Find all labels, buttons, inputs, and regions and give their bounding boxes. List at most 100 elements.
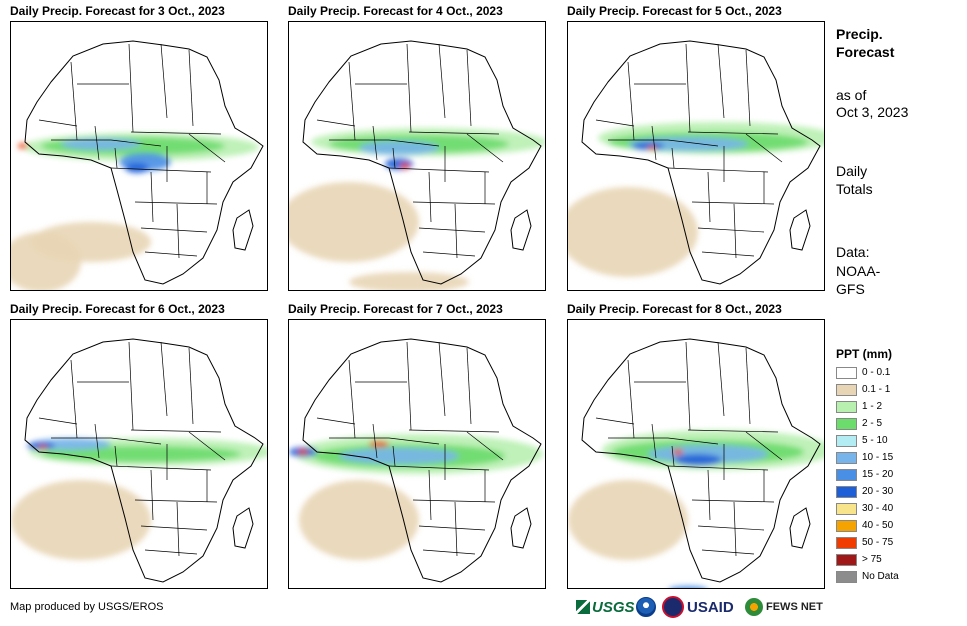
legend-swatch [836, 486, 857, 498]
map-credit: Map produced by USGS/EROS [10, 601, 164, 613]
country-border [140, 525, 208, 531]
country-border [697, 525, 765, 531]
legend-swatch [836, 435, 857, 447]
africa-map-graphic [289, 40, 545, 290]
country-border [418, 525, 486, 531]
precip-band [568, 480, 688, 560]
country-border [466, 133, 504, 163]
precip-band [349, 272, 469, 290]
madagascar-outline [232, 507, 254, 549]
precip-field [11, 133, 259, 290]
africa-map-graphic [568, 40, 824, 285]
country-border [408, 131, 500, 135]
panel-title: Daily Precip. Forecast for 5 Oct., 2023 [567, 4, 782, 18]
country-border [685, 43, 691, 133]
country-border [134, 499, 218, 503]
panel-title: Daily Precip. Forecast for 8 Oct., 2023 [567, 302, 782, 316]
precip-band [38, 445, 48, 449]
legend-swatch [836, 503, 857, 515]
country-border [701, 549, 755, 555]
country-border [176, 203, 180, 259]
usaid-text: USAID [687, 598, 734, 616]
precip-band [11, 232, 81, 290]
country-border [412, 499, 496, 503]
country-border [128, 341, 134, 431]
country-border [114, 445, 118, 467]
legend-label: 10 - 15 [862, 452, 894, 463]
country-border [408, 429, 500, 433]
precip-band [647, 146, 657, 150]
precip-field [11, 438, 267, 560]
country-border [144, 549, 198, 555]
data-line3: GFS [836, 281, 865, 297]
legend-label: 30 - 40 [862, 503, 894, 514]
legend-label: 1 - 2 [862, 401, 883, 412]
panel-title: Daily Precip. Forecast for 4 Oct., 2023 [288, 4, 503, 18]
legend-swatch [836, 418, 857, 430]
country-border [671, 147, 675, 169]
country-border [110, 437, 162, 445]
precip-band [673, 449, 683, 455]
legend-swatch [836, 367, 857, 379]
country-border [667, 167, 769, 173]
legend-swatch [836, 537, 857, 549]
country-border [687, 131, 779, 135]
precip-map [10, 319, 268, 589]
legend-swatch [836, 452, 857, 464]
fews-text: FEWS NET [766, 601, 823, 613]
madagascar-outline [510, 209, 532, 251]
precip-band [11, 480, 151, 560]
country-border [701, 251, 755, 257]
precip-band [369, 441, 389, 447]
africa-coastline [302, 338, 542, 583]
legend-label: 40 - 50 [862, 520, 894, 531]
noaa-icon [636, 597, 656, 617]
africa-map-graphic [11, 338, 267, 583]
country-border [428, 469, 432, 521]
precip-band [400, 163, 410, 169]
country-border [466, 49, 472, 127]
country-border [717, 43, 725, 119]
legend-label: No Data [862, 571, 899, 582]
country-border [70, 61, 78, 141]
country-border [691, 201, 775, 205]
noaa-logo [636, 596, 656, 618]
precip-band [670, 586, 706, 588]
usgs-logo: USGS [576, 596, 635, 618]
country-border [110, 465, 212, 471]
country-border [188, 347, 194, 425]
country-border [667, 465, 769, 471]
legend-swatch [836, 520, 857, 532]
legend-label: 2 - 5 [862, 418, 883, 429]
country-border [438, 341, 446, 417]
country-border [707, 171, 711, 223]
country-border [651, 125, 657, 161]
country-border [392, 147, 396, 169]
country-border [38, 119, 78, 127]
country-border [150, 171, 154, 223]
country-border [428, 171, 432, 223]
daily-line2: Totals [836, 181, 873, 197]
country-border [94, 423, 100, 459]
africa-coastline [581, 338, 821, 583]
africa-map-graphic [289, 338, 543, 583]
side-title-line2: Forecast [836, 44, 895, 60]
madagascar-outline [232, 209, 254, 251]
precip-map [288, 319, 546, 589]
country-border [627, 359, 635, 439]
madagascar-outline [789, 209, 811, 251]
country-border [697, 227, 765, 233]
legend-label: 15 - 20 [862, 469, 894, 480]
country-border [388, 465, 490, 471]
country-border [160, 43, 168, 119]
country-border [392, 445, 396, 467]
africa-map-graphic [568, 338, 824, 588]
legend-swatch [836, 571, 857, 583]
country-border [130, 429, 222, 433]
country-border [745, 347, 751, 425]
country-border [188, 431, 226, 461]
country-border [667, 139, 719, 147]
precip-band [339, 448, 459, 464]
country-border [466, 347, 472, 425]
country-border [733, 203, 737, 259]
